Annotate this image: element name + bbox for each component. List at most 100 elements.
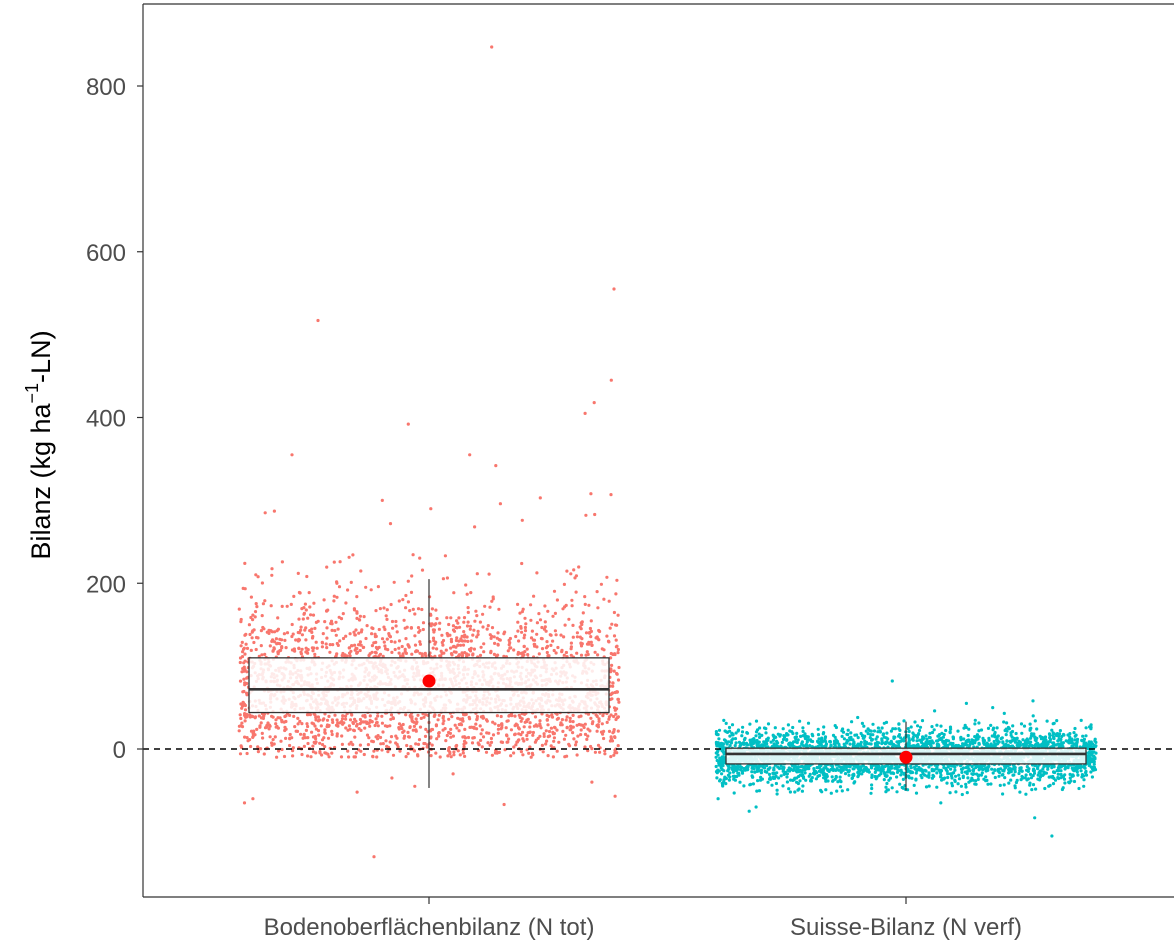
data-point [984,775,988,779]
data-point [435,647,439,651]
data-point [523,712,527,716]
data-point [510,714,514,718]
data-point [715,776,719,780]
data-point [523,629,528,633]
data-point [1027,767,1031,771]
data-point [357,618,361,622]
data-point [574,740,578,744]
data-point [448,731,452,736]
data-point [559,633,563,637]
outlier-point [263,511,267,515]
data-point [944,768,948,772]
data-point [449,652,454,656]
data-point [382,625,386,629]
data-point [399,654,403,658]
data-point [859,765,863,769]
data-point [335,641,339,646]
data-point [562,653,566,657]
data-point [380,721,384,725]
data-point [304,638,308,642]
data-point [462,713,466,717]
data-point [727,725,732,730]
data-point [595,729,599,733]
data-point [275,629,279,633]
data-point [419,716,423,721]
data-point [520,717,524,721]
data-point [1032,769,1036,773]
data-point [932,728,936,732]
data-point [481,625,485,629]
data-point [497,638,501,642]
data-point [798,719,802,723]
outlier-point [406,422,410,426]
data-point [1028,722,1032,726]
data-point [243,659,247,663]
data-point [948,742,952,746]
data-point [445,733,449,738]
data-point [277,749,281,753]
data-point [771,738,776,742]
data-point [907,729,911,734]
data-point [402,618,406,622]
data-point [942,766,946,770]
data-point [614,638,618,642]
data-point [967,727,971,731]
data-point [748,722,752,726]
data-point [321,743,325,747]
data-point [528,721,532,725]
data-point [420,568,425,572]
data-point [615,751,619,755]
data-point [985,741,989,745]
data-point [800,789,805,793]
data-point [507,737,511,741]
data-point [474,722,478,726]
data-point [411,553,415,557]
data-point [795,731,799,736]
data-point [449,755,453,759]
data-point [530,629,535,633]
data-point [611,681,615,685]
data-point [503,748,507,752]
data-point [1004,733,1008,737]
data-point [381,730,385,734]
data-point [314,751,318,755]
data-point [519,719,523,723]
data-point [331,720,335,725]
data-point [406,752,410,756]
data-point [367,653,371,658]
data-point [906,742,910,746]
data-point [548,734,552,738]
data-point [453,723,457,727]
data-point [571,720,575,724]
data-point [461,643,466,647]
data-point [521,753,525,757]
data-point [579,728,583,732]
data-point [612,669,616,673]
data-point [332,560,336,564]
data-point [316,715,320,719]
data-point [567,742,571,746]
data-point [557,740,561,744]
data-point [351,721,355,726]
data-point [516,620,520,624]
data-point [954,774,958,778]
data-point [822,766,826,770]
data-point [1021,776,1025,780]
data-point [490,626,495,630]
data-point [610,697,614,701]
data-point [572,737,576,741]
data-point [976,777,980,782]
data-point [239,644,243,648]
data-point [470,725,474,729]
data-point [389,735,394,739]
data-point [466,639,470,644]
data-point [481,735,486,739]
data-point [263,599,267,603]
data-point [436,718,440,722]
data-point [895,775,899,779]
data-point [328,650,332,654]
data-point [1089,723,1093,727]
data-point [1084,771,1088,775]
data-point [479,738,483,743]
data-point [384,647,388,651]
